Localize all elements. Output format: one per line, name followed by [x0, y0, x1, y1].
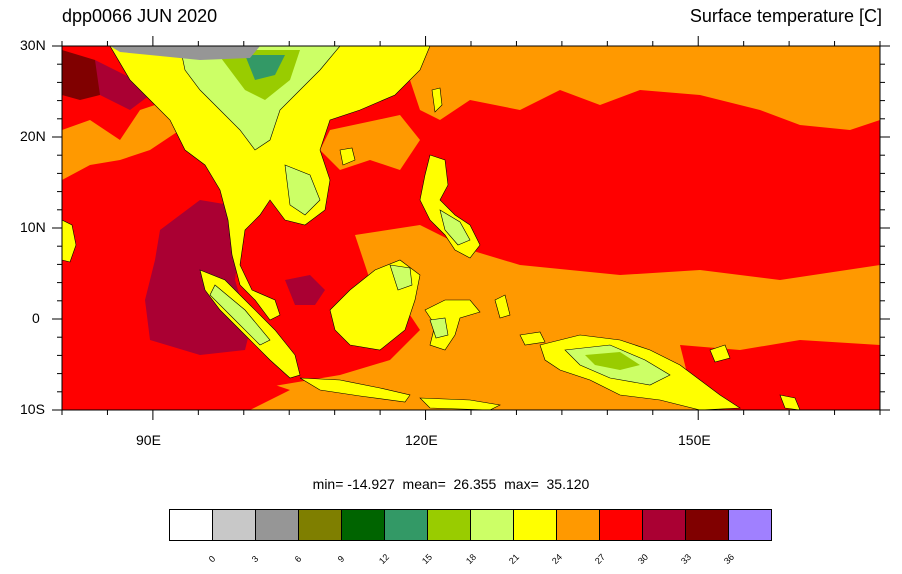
field-ocean-warm-region: [62, 330, 290, 410]
colorbar-swatch-4: [342, 510, 385, 540]
colorbar-swatch-0: [170, 510, 213, 540]
colorbar-swatch-9: [557, 510, 600, 540]
field-mount-region: [110, 46, 260, 60]
colorbar: [169, 509, 772, 541]
colorbar-swatch-12: [686, 510, 729, 540]
field-land-y-region: [709, 344, 731, 363]
field-land-y-region: [779, 394, 801, 410]
colorbar-swatch-10: [600, 510, 643, 540]
lat-label-30n: 30N: [20, 37, 46, 53]
field-land-y-region: [419, 397, 501, 410]
field-land-y-region: [431, 87, 443, 113]
colorbar-swatch-8: [514, 510, 557, 540]
lat-label-10n: 10N: [20, 219, 46, 235]
field-land-lg-region: [439, 209, 471, 246]
colorbar-swatch-7: [471, 510, 514, 540]
colorbar-swatch-6: [428, 510, 471, 540]
lon-label-120e: 120E: [405, 432, 438, 448]
field-land-y-region: [494, 294, 511, 319]
field-land-y-region: [299, 377, 411, 403]
colorbar-swatch-2: [256, 510, 299, 540]
lat-label-20n: 20N: [20, 128, 46, 144]
field-land-lg-region: [284, 164, 321, 216]
field-land-y-region: [109, 46, 431, 321]
map-title: dpp0066 JUN 2020: [62, 6, 218, 26]
colorbar-swatch-5: [385, 510, 428, 540]
colorbar-swatch-13: [729, 510, 771, 540]
field-hot-region: [95, 60, 150, 110]
field-land-lg-region: [429, 317, 449, 339]
field-land-lg-region: [179, 46, 341, 151]
field-land-g-region: [585, 352, 640, 370]
variable-title: Surface temperature [C]: [689, 6, 882, 26]
colorbar-swatch-3: [299, 510, 342, 540]
temperature-field: [62, 46, 880, 410]
field-land-y-region: [339, 147, 356, 166]
field-land-dg-region: [245, 55, 285, 80]
field-ocean-cool-region: [410, 46, 880, 130]
colorbar-swatch-1: [213, 510, 256, 540]
field-land-lg-region: [209, 284, 271, 346]
lat-label-eq: 0: [32, 310, 40, 326]
lon-label-150e: 150E: [678, 432, 711, 448]
colorbar-swatch-11: [643, 510, 686, 540]
lon-label-90e: 90E: [136, 432, 161, 448]
field-ocean-cool-region: [62, 100, 180, 180]
field-very-hot-region: [62, 50, 110, 100]
field-land-lg-region: [389, 264, 413, 291]
axis-ticks: [52, 36, 890, 420]
field-land-y-region: [519, 331, 546, 346]
lat-label-10s: 10S: [20, 401, 45, 417]
field-hot-region: [285, 275, 325, 305]
field-statistics: min= -14.927 mean= 26.355 max= 35.120: [312, 476, 590, 492]
field-hot-region: [145, 200, 250, 355]
field-land-y-region: [62, 219, 77, 263]
